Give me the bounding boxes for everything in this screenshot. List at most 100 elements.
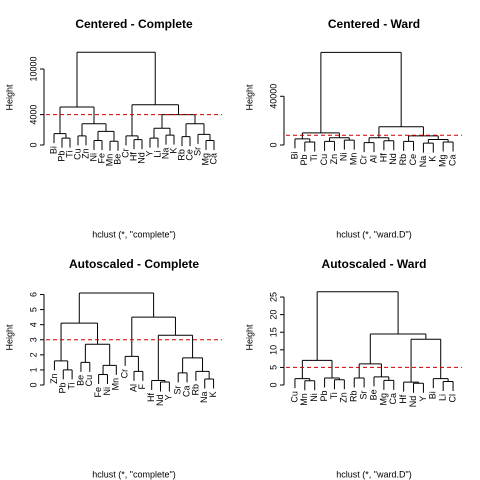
dendrogram-link (181, 136, 191, 147)
dendrogram-link (294, 138, 311, 149)
y-tick-label: 4 (28, 322, 38, 327)
leaf-label: Ca (181, 385, 191, 397)
y-axis-label: Height (244, 324, 254, 351)
leaf-label: Ni (88, 153, 98, 162)
leaf-label: Be (75, 375, 85, 386)
panel-title: Autoscaled - Complete (69, 257, 199, 271)
leaf-label: Mn (111, 378, 121, 391)
leaf-label: Rb (398, 154, 408, 166)
leaf-label: Sr (173, 385, 183, 394)
leaf-label: Fe (96, 153, 106, 164)
leaf-label: Hf (398, 394, 408, 403)
leaf-label: Hf (146, 392, 156, 401)
dendrogram-link (153, 127, 171, 139)
dendrogram-link (413, 382, 424, 393)
y-tick-label: 5 (28, 307, 38, 312)
dendrogram-link (160, 381, 170, 392)
leaf-label: Ni (309, 393, 319, 402)
leaf-label: Rb (176, 149, 186, 161)
y-tick-label: 6 (28, 292, 38, 297)
dendrogram-link (97, 130, 115, 142)
leaf-label: Fe (93, 387, 103, 398)
leaf-label: Cu (84, 375, 94, 387)
dendrogram-link (177, 372, 188, 383)
leaf-label: Ca (208, 153, 218, 165)
dendrogram-link (133, 370, 144, 381)
y-tick-label: 40000 (268, 84, 278, 109)
leaf-label: Mn (299, 393, 309, 406)
dendrogram-link (358, 363, 382, 378)
leaf-label: Na (160, 148, 170, 160)
leaf-label: K (168, 148, 178, 154)
leaf-label: Li (152, 151, 162, 158)
leaf-label: Pb (56, 151, 66, 162)
dendrogram-link (133, 139, 143, 150)
leaf-label: Al (368, 155, 378, 163)
dendrogram-link (316, 291, 399, 361)
dendrogram-link (410, 338, 442, 383)
leaf-label: Mn (104, 154, 114, 167)
dendrogram-link (165, 134, 175, 145)
dendrogram-link (363, 142, 375, 153)
dendrogram-link (369, 333, 427, 364)
dendrogram-link (383, 379, 395, 390)
y-tick-label: 10 (268, 345, 278, 355)
leaf-label: Mg (200, 153, 210, 166)
dendrogram-link (161, 114, 196, 129)
leaf-label: F (137, 383, 147, 389)
dendrogram-link (78, 292, 155, 324)
dendrogram-link (109, 140, 119, 151)
dendrogram-link (182, 357, 204, 373)
leaf-label: Y (418, 396, 428, 402)
leaf-label: Pb (319, 390, 329, 401)
leaf-label: K (208, 391, 218, 397)
dendrogram-link (93, 139, 103, 150)
leaf-label: Cu (319, 154, 329, 166)
y-tick-label: 3 (28, 337, 38, 342)
dendrogram-link (131, 316, 176, 357)
dendrogram-link (304, 380, 316, 391)
y-tick-label: 0 (268, 142, 278, 147)
dendrogram-link (294, 378, 311, 389)
leaf-label: Ce (408, 154, 418, 166)
y-tick-label: 10000 (28, 56, 38, 81)
leaf-label: Nd (155, 394, 165, 406)
y-tick-label: 5 (268, 365, 278, 370)
leaf-label: Ti (309, 154, 319, 161)
panel-title: Centered - Ward (328, 17, 420, 31)
leaf-label: Bi (428, 391, 438, 399)
dendrogram-link (62, 369, 73, 380)
leaf-label: Zn (80, 148, 90, 159)
x-axis-label: hclust (*, "complete") (92, 469, 175, 479)
dendrogram-link (301, 359, 333, 379)
dendrogram-link (442, 141, 454, 152)
dendrogram-link (353, 377, 365, 388)
leaf-label: Ni (339, 153, 349, 162)
leaf-label: Nd (408, 396, 418, 408)
dendrogram-link (102, 364, 117, 375)
dendrogram-link (343, 139, 355, 150)
dendrogram-link (427, 139, 449, 144)
y-tick-label: 1 (28, 367, 38, 372)
leaf-label: Pb (299, 154, 309, 165)
dendrogram-link (320, 51, 402, 133)
leaf-label: K (428, 156, 438, 162)
leaf-label: Na (199, 391, 209, 403)
leaf-label: Ca (388, 393, 398, 405)
y-axis-label: Height (4, 324, 14, 351)
dendrogram-link (378, 126, 424, 138)
x-axis-label: hclust (*, "ward.D") (336, 469, 411, 479)
dendrogram-link (432, 378, 449, 389)
y-axis-label: Height (4, 84, 14, 111)
dendrogram-link (333, 379, 345, 390)
leaf-label: Ti (64, 151, 74, 158)
dendrogram-link (61, 137, 71, 148)
leaf-label: Ce (184, 149, 194, 161)
panel-title: Centered - Complete (75, 17, 193, 31)
y-tick-label: 25 (268, 292, 278, 302)
leaf-label: Ti (66, 382, 76, 389)
leaf-label: Ti (329, 392, 339, 399)
leaf-label: Hf (128, 152, 138, 161)
leaf-label: Cr (120, 148, 130, 158)
